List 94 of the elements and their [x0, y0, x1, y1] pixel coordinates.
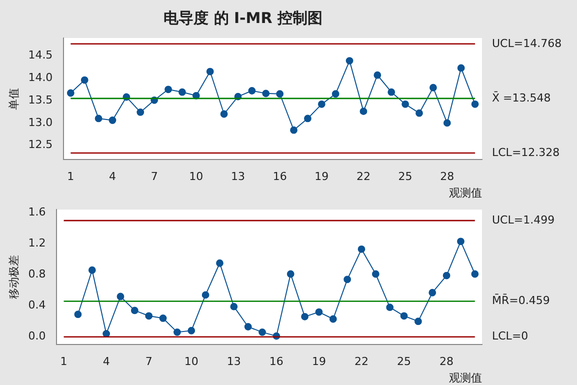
- point: [116, 292, 124, 300]
- y-tick-label: 1.6: [28, 206, 46, 219]
- y-tick-label: 0.8: [28, 268, 46, 281]
- point: [230, 302, 238, 310]
- point: [178, 88, 186, 96]
- y-tick-label: 13.5: [28, 93, 53, 106]
- x-tick-label: 7: [145, 355, 152, 368]
- point: [301, 312, 308, 320]
- point: [164, 86, 172, 94]
- point: [244, 323, 252, 330]
- point: [188, 326, 196, 334]
- x-tick-label: 22: [354, 355, 368, 368]
- x-tick-label: 10: [184, 355, 198, 368]
- x-tick-label: 1: [67, 170, 74, 184]
- point: [80, 76, 88, 84]
- point: [471, 270, 479, 278]
- point: [258, 328, 266, 336]
- x-tick-label: 25: [397, 355, 412, 368]
- point: [386, 304, 394, 312]
- x-tick-label: 28: [440, 170, 454, 184]
- point: [414, 318, 422, 326]
- x-axis-title: 观测值: [449, 371, 482, 384]
- point: [136, 108, 144, 116]
- point: [74, 310, 82, 318]
- point: [443, 119, 451, 127]
- y-tick-label: 0.0: [28, 330, 46, 343]
- point: [332, 90, 340, 98]
- x-tick-label: 10: [189, 170, 204, 184]
- y-tick-label: 14.0: [28, 71, 53, 84]
- point: [402, 100, 410, 108]
- point: [315, 308, 323, 316]
- x-tick-label: 13: [226, 355, 241, 368]
- y-tick-label: 14.5: [28, 48, 53, 62]
- point: [457, 238, 464, 246]
- y-tick-label: 0.4: [28, 298, 46, 312]
- x-tick-label: 16: [272, 170, 287, 184]
- point: [374, 71, 382, 79]
- ref-line-label: X̄ =13.548: [492, 90, 551, 104]
- point: [344, 276, 352, 284]
- point: [430, 84, 437, 92]
- y-tick-label: 1.2: [28, 236, 46, 250]
- ref-line-label: LCL=12.328: [492, 146, 560, 159]
- y-tick-label: 13.0: [28, 116, 53, 129]
- x-tick-label: 16: [269, 355, 284, 368]
- y-axis-title: 移动极差: [7, 255, 20, 300]
- point: [94, 114, 102, 122]
- ref-line-label: UCL=1.499: [492, 213, 555, 226]
- x-tick-label: 28: [440, 355, 454, 368]
- x-tick-label: 19: [314, 170, 329, 184]
- x-axis-title: 观测值: [449, 186, 482, 200]
- y-tick-label: 12.5: [28, 138, 53, 152]
- point: [372, 270, 380, 278]
- point: [248, 87, 256, 94]
- x-tick-label: 19: [312, 355, 326, 368]
- point: [66, 89, 74, 97]
- x-tick-label: 4: [102, 355, 110, 368]
- point: [206, 68, 214, 76]
- point: [220, 110, 228, 118]
- point: [304, 114, 312, 122]
- point: [130, 306, 138, 314]
- point: [276, 90, 284, 98]
- x-tick-label: 4: [108, 170, 116, 184]
- point: [262, 90, 270, 98]
- point: [416, 109, 423, 117]
- x-tick-label: 1: [60, 355, 68, 368]
- ref-line-label: M̄R̄=0.459: [492, 293, 550, 308]
- point: [457, 64, 465, 72]
- point: [442, 272, 450, 280]
- point: [108, 116, 116, 124]
- point: [388, 88, 396, 96]
- point: [290, 126, 298, 134]
- ref-line-label: UCL=14.768: [492, 36, 562, 50]
- point: [428, 288, 436, 296]
- point: [216, 259, 224, 267]
- x-tick-label: 25: [398, 170, 412, 184]
- point: [88, 266, 96, 274]
- y-axis-title: 单值: [7, 88, 20, 110]
- point: [173, 328, 181, 336]
- x-tick-label: 22: [356, 170, 370, 184]
- x-tick-label: 7: [150, 170, 158, 184]
- point: [329, 315, 337, 323]
- x-tick-label: 13: [230, 170, 245, 184]
- point: [471, 100, 479, 108]
- point: [346, 57, 354, 64]
- point: [286, 270, 294, 278]
- point: [159, 314, 167, 322]
- chart-title: 电导度 的 I-MR 控制图: [164, 8, 322, 27]
- point: [358, 245, 366, 253]
- point: [400, 312, 408, 320]
- point: [318, 100, 326, 108]
- ref-line-label: LCL=0: [492, 330, 528, 343]
- point: [360, 108, 368, 116]
- point: [202, 291, 210, 299]
- point: [145, 312, 153, 320]
